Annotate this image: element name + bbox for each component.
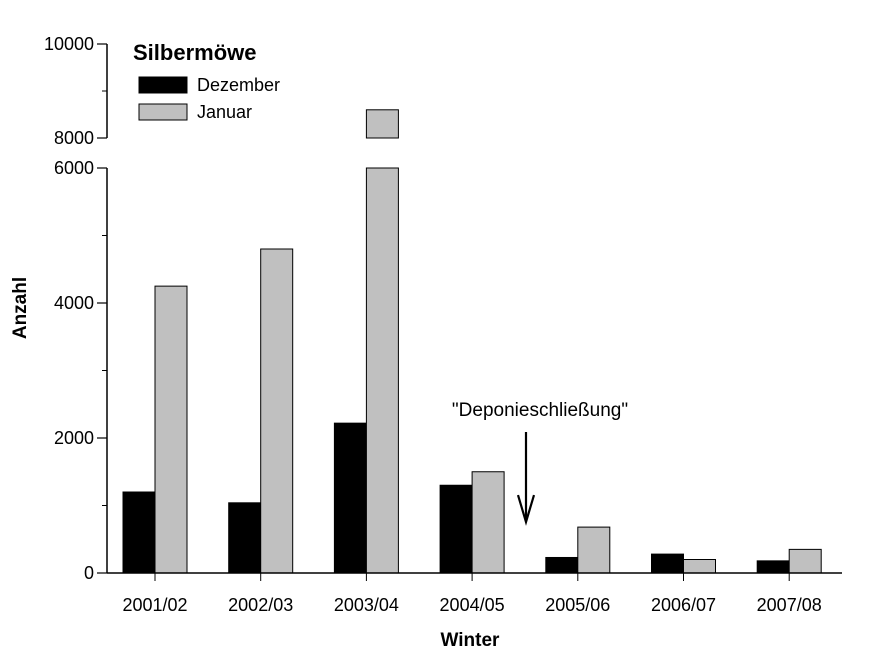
y-tick-label: 10000	[44, 34, 94, 54]
bar	[228, 502, 262, 574]
bar	[545, 556, 579, 574]
bar	[439, 484, 473, 574]
x-tick-label: 2001/02	[122, 595, 187, 615]
bar	[333, 422, 367, 574]
bar	[471, 471, 505, 574]
bar	[577, 526, 611, 574]
bar	[154, 285, 188, 574]
annotation: "Deponieschließung"	[452, 400, 628, 526]
x-tick-label: 2003/04	[334, 595, 399, 615]
annotation-arrow-head	[516, 494, 536, 526]
bar	[788, 548, 822, 574]
x-tick-label: 2007/08	[757, 595, 822, 615]
chart-title: Silbermöwe	[133, 40, 256, 65]
x-tick-label: 2005/06	[545, 595, 610, 615]
y-tick-label: 4000	[54, 293, 94, 313]
bar	[651, 553, 684, 574]
bar	[365, 167, 399, 574]
bars-layer	[122, 109, 822, 574]
legend-swatch-januar	[138, 103, 188, 121]
axes-layer: 2001/02 2002/03 2003/04 2004/05 2005/06 2006/…	[44, 34, 842, 615]
y-tick-label: 0	[84, 563, 94, 583]
x-axis-title: Winter	[441, 630, 501, 651]
annotation-text: "Deponieschließung"	[452, 400, 628, 421]
bar	[756, 560, 790, 574]
y-tick-label: 8000	[54, 128, 94, 148]
legend-label-januar: Januar	[197, 102, 252, 122]
bar	[122, 491, 156, 574]
bar	[260, 248, 294, 574]
x-tick-label: 2002/03	[228, 595, 293, 615]
y-tick-label: 6000	[54, 158, 94, 178]
legend-label-dezember: Dezember	[197, 75, 280, 95]
bar-upper-segment	[365, 109, 399, 139]
bar	[683, 559, 716, 574]
legend: Dezember Januar	[138, 75, 280, 122]
legend-swatch-dezember	[138, 76, 188, 94]
x-tick-label: 2006/07	[651, 595, 716, 615]
x-tick-label: 2004/05	[440, 595, 505, 615]
y-axis-title: Anzahl	[10, 277, 31, 339]
y-tick-label: 2000	[54, 428, 94, 448]
